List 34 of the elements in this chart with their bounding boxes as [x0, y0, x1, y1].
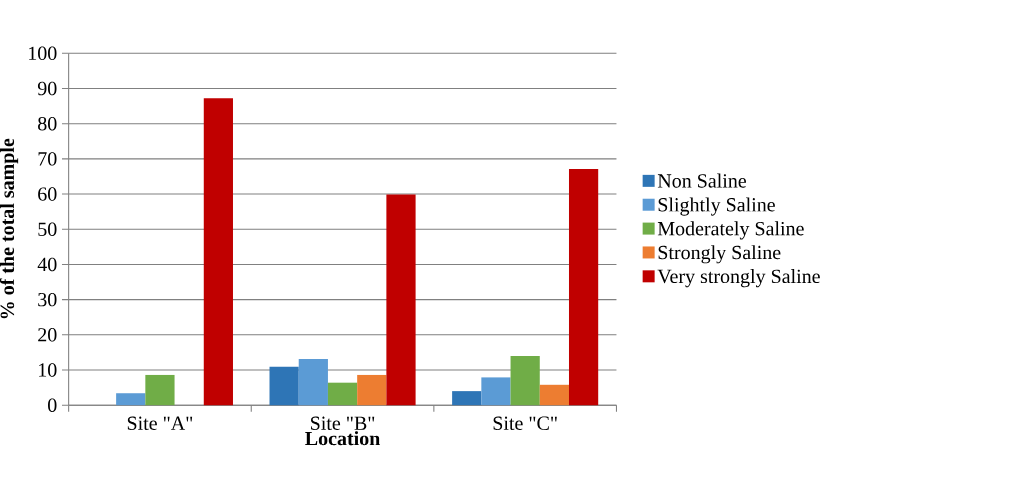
- legend-label: Slightly Saline: [658, 197, 775, 216]
- bar: [116, 393, 146, 406]
- bar: [452, 391, 482, 406]
- bar: [269, 366, 299, 406]
- y-tick-label: 40: [37, 257, 57, 272]
- legend-label: Strongly Saline: [658, 245, 781, 264]
- bar: [145, 374, 175, 406]
- y-tick-label: 100: [29, 46, 57, 60]
- y-tick-label: 30: [38, 292, 57, 307]
- y-axis-title: % of the total sample: [0, 138, 19, 319]
- y-tick-label: 10: [39, 363, 57, 377]
- y-tick-label: 0: [48, 398, 57, 412]
- y-tick-label: 50: [38, 222, 57, 236]
- legend-label: Non Saline: [657, 173, 747, 188]
- x-tick-label: Site "B": [311, 416, 375, 430]
- y-tick-label: 60: [38, 187, 57, 201]
- bar: [386, 194, 416, 406]
- y-tick-label: 80: [38, 116, 57, 131]
- legend-label: Moderately Saline: [657, 221, 804, 240]
- x-tick-label: Site "C": [493, 416, 557, 430]
- legend-label: Very strongly Saline: [657, 268, 820, 288]
- bar: [510, 355, 540, 406]
- bar: [203, 98, 233, 406]
- bar: [481, 377, 511, 406]
- bar: [327, 382, 358, 406]
- y-tick-label: 90: [37, 81, 57, 96]
- bar: [357, 374, 387, 406]
- bar: [568, 169, 599, 406]
- x-tick-label: Site "A": [127, 416, 193, 430]
- x-axis-title: Location: [305, 431, 381, 446]
- bar: [539, 384, 569, 406]
- bar: [298, 359, 328, 406]
- y-tick-label: 20: [38, 328, 57, 342]
- y-tick-label: 70: [38, 152, 57, 166]
